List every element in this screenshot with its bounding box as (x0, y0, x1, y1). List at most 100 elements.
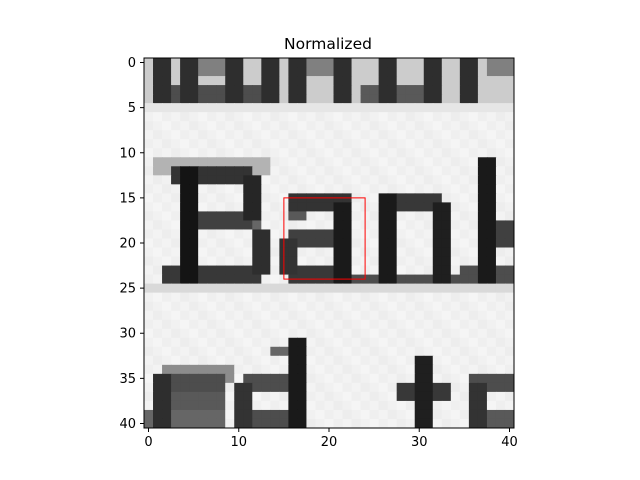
image-pixel (306, 283, 317, 294)
image-pixel (459, 418, 470, 428)
image-pixel (495, 400, 506, 411)
image-pixel (486, 94, 497, 104)
image-pixel (495, 166, 506, 176)
image-pixel (387, 382, 398, 393)
image-pixel (351, 409, 362, 420)
image-pixel (288, 229, 299, 240)
image-pixel (198, 292, 208, 303)
image-pixel (279, 409, 289, 420)
image-pixel (459, 238, 470, 249)
image-pixel (378, 265, 389, 276)
image-pixel (261, 409, 271, 420)
image-pixel (369, 355, 380, 366)
image-pixel (207, 166, 217, 176)
image-pixel (333, 400, 344, 411)
image-pixel (468, 76, 479, 86)
image-pixel (279, 310, 289, 321)
image-pixel (234, 355, 244, 366)
image-pixel (441, 112, 452, 122)
image-pixel (504, 337, 514, 348)
image-pixel (261, 58, 271, 68)
image-pixel (225, 139, 235, 149)
image-pixel (342, 202, 353, 213)
image-pixel (441, 220, 452, 231)
image-pixel (414, 184, 425, 194)
image-pixel (360, 103, 371, 113)
image-pixel (180, 229, 190, 240)
image-pixel (450, 319, 461, 330)
image-pixel (414, 274, 425, 285)
image-pixel (423, 283, 434, 294)
image-pixel (180, 148, 190, 158)
image-pixel (162, 211, 172, 222)
image-pixel (333, 175, 344, 185)
image-pixel (351, 346, 362, 357)
image-pixel (288, 319, 299, 330)
image-pixel (261, 355, 271, 366)
image-pixel (252, 103, 262, 113)
image-pixel (396, 355, 407, 366)
image-pixel (234, 391, 244, 402)
image-pixel (504, 328, 514, 339)
image-pixel (315, 157, 326, 167)
image-pixel (153, 148, 163, 158)
image-pixel (198, 94, 208, 104)
image-pixel (297, 94, 308, 104)
image-pixel (414, 58, 425, 68)
image-pixel (216, 175, 226, 185)
image-pixel (342, 184, 353, 194)
image-pixel (468, 319, 479, 330)
image-pixel (324, 391, 335, 402)
image-pixel (207, 184, 217, 194)
image-pixel (315, 229, 326, 240)
image-pixel (171, 391, 181, 402)
image-pixel (162, 58, 172, 68)
image-pixel (504, 301, 514, 312)
image-pixel (243, 184, 253, 194)
image-pixel (333, 382, 344, 393)
image-pixel (153, 346, 163, 357)
image-pixel (450, 184, 461, 194)
image-pixel (414, 337, 425, 348)
image-pixel (396, 391, 407, 402)
image-pixel (405, 382, 416, 393)
image-pixel (477, 220, 488, 231)
image-pixel (216, 400, 226, 411)
image-pixel (333, 319, 344, 330)
image-pixel (504, 184, 514, 194)
image-pixel (504, 310, 514, 321)
image-pixel (378, 256, 389, 267)
image-pixel (180, 211, 190, 222)
image-pixel (306, 166, 317, 176)
image-pixel (378, 175, 389, 185)
image-pixel (477, 283, 488, 294)
image-pixel (252, 112, 262, 122)
image-pixel (432, 202, 443, 213)
image-pixel (189, 184, 199, 194)
image-pixel (468, 184, 479, 194)
image-pixel (162, 67, 172, 77)
image-pixel (486, 274, 497, 285)
image-pixel (270, 400, 280, 411)
image-pixel (504, 373, 514, 384)
image-pixel (477, 274, 488, 285)
image-pixel (423, 211, 434, 222)
image-pixel (180, 67, 190, 77)
image-pixel (243, 193, 253, 203)
image-pixel (450, 256, 461, 267)
image-pixel (261, 391, 271, 402)
image-pixel (396, 400, 407, 411)
image-pixel (378, 409, 389, 420)
image-pixel (198, 364, 208, 375)
image-pixel (198, 337, 208, 348)
image-pixel (441, 103, 452, 113)
image-pixel (468, 166, 479, 176)
image-pixel (333, 211, 344, 222)
image-pixel (423, 67, 434, 77)
image-pixel (234, 67, 244, 77)
image-pixel (405, 247, 416, 258)
image-pixel (450, 274, 461, 285)
image-pixel (189, 229, 199, 240)
image-pixel (450, 355, 461, 366)
image-pixel (162, 139, 172, 149)
